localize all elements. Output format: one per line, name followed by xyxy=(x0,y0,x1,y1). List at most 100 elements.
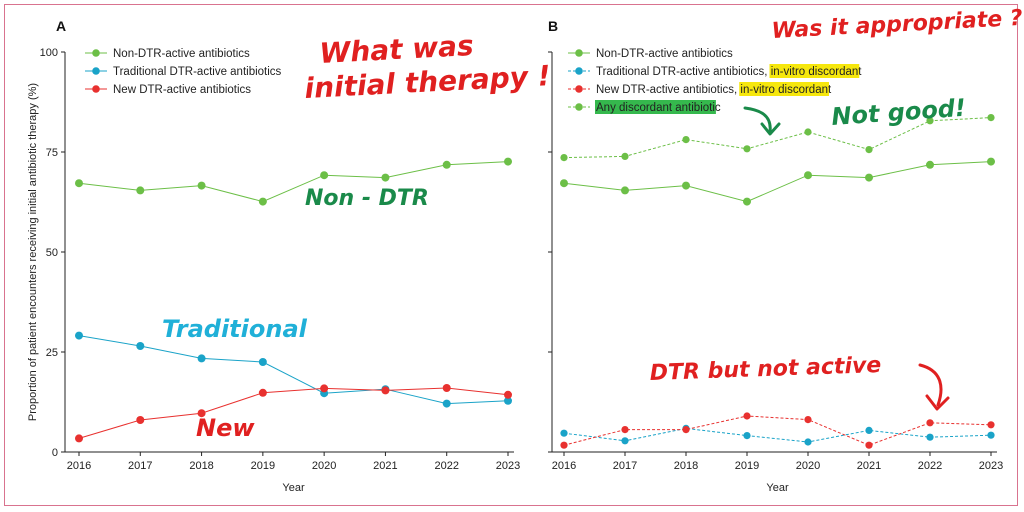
data-point-A-1 xyxy=(258,358,267,366)
data-point-B-3 xyxy=(621,426,629,434)
legend-marker xyxy=(575,49,583,57)
data-point-A-0 xyxy=(381,173,390,182)
data-point-A-2 xyxy=(258,388,267,397)
series-line-B-0 xyxy=(563,161,992,203)
y-axis-title: Proportion of patient encounters receivi… xyxy=(27,83,39,421)
data-point-B-1 xyxy=(743,145,751,153)
legend-label: Non-DTR-active antibiotics xyxy=(596,48,733,60)
data-point-A-0 xyxy=(320,171,329,180)
figure-frame xyxy=(4,4,1018,506)
x-tick-label: 2019 xyxy=(251,460,275,472)
data-point-A-0 xyxy=(136,186,145,195)
data-point-B-0 xyxy=(926,160,934,169)
data-point-A-1 xyxy=(504,396,512,405)
data-point-B-2 xyxy=(987,431,995,439)
data-point-B-0 xyxy=(987,157,995,166)
data-point-B-1 xyxy=(804,128,812,136)
y-tick-label: 100 xyxy=(40,47,58,59)
legend-marker xyxy=(575,67,583,75)
x-tick-label: 2016 xyxy=(67,460,91,472)
data-point-A-2 xyxy=(75,434,83,443)
handwritten-arrowhead-red xyxy=(925,394,950,411)
handwritten-question-line1: What was xyxy=(319,29,475,70)
legend-label: Any discordant antibiotic xyxy=(596,102,721,114)
panel-label-A: A xyxy=(56,18,66,34)
data-point-A-0 xyxy=(504,157,512,166)
data-point-B-3 xyxy=(865,441,873,449)
series-line-B-3 xyxy=(563,415,992,446)
handwritten-arrow-red xyxy=(918,363,943,407)
data-point-A-2 xyxy=(197,409,206,418)
y-tick-label: 50 xyxy=(46,247,58,259)
data-point-B-3 xyxy=(560,441,568,449)
series-line-A-2 xyxy=(78,387,509,439)
x-tick-label: 2020 xyxy=(312,460,336,472)
legend-highlight-text: in-vitro discordan xyxy=(737,84,828,96)
handwritten-new: New xyxy=(196,414,255,442)
legend-label: Traditional DTR-active antibiotics xyxy=(113,66,282,78)
x-tick-label: 2022 xyxy=(434,460,458,472)
legend-label: Traditional DTR-active antibiotics, in-v… xyxy=(596,66,862,78)
legend-highlight-text: in-vitro discordan xyxy=(768,66,859,78)
data-point-A-2 xyxy=(504,390,512,399)
x-tick-label: 2021 xyxy=(857,460,881,472)
data-point-B-1 xyxy=(560,154,568,162)
x-tick-label: 2019 xyxy=(735,460,759,472)
y-tick-label: 25 xyxy=(46,347,58,359)
data-point-A-1 xyxy=(75,331,83,340)
series-line-A-1 xyxy=(78,335,509,405)
data-point-B-1 xyxy=(865,146,873,154)
data-point-B-0 xyxy=(804,171,812,180)
series-line-A-0 xyxy=(78,161,509,203)
x-tick-label: 2016 xyxy=(552,460,576,472)
data-point-B-2 xyxy=(926,433,934,441)
handwritten-dtr-not-active: DTR but not active xyxy=(649,353,881,386)
data-point-A-2 xyxy=(136,416,145,424)
legend-marker xyxy=(92,85,100,93)
panel-label-B: B xyxy=(548,18,558,34)
data-point-B-3 xyxy=(804,416,812,424)
legend-marker xyxy=(92,67,100,75)
data-point-B-0 xyxy=(560,179,568,188)
x-tick-label: 2018 xyxy=(674,460,698,472)
data-point-B-1 xyxy=(621,152,629,160)
data-point-A-0 xyxy=(75,179,83,188)
data-point-B-1 xyxy=(926,117,934,125)
data-point-B-0 xyxy=(865,173,873,182)
data-point-A-2 xyxy=(442,384,451,392)
data-point-A-2 xyxy=(381,386,390,395)
legend-marker xyxy=(575,103,583,111)
data-point-B-2 xyxy=(865,426,873,434)
x-tick-label: 2017 xyxy=(128,460,152,472)
data-point-B-1 xyxy=(682,136,690,144)
data-point-B-3 xyxy=(926,419,934,427)
legend-label: New DTR-active antibiotics xyxy=(113,84,251,96)
data-point-A-0 xyxy=(258,197,267,206)
x-tick-label: 2021 xyxy=(373,460,397,472)
data-point-B-3 xyxy=(743,412,751,420)
x-tick-label: 2017 xyxy=(613,460,637,472)
x-tick-label: 2022 xyxy=(918,460,942,472)
data-point-B-2 xyxy=(743,432,751,440)
handwritten-non-dtr: Non - DTR xyxy=(305,186,429,211)
legend-marker xyxy=(575,85,583,93)
data-point-B-2 xyxy=(804,438,812,446)
y-tick-label: 75 xyxy=(46,147,58,159)
data-point-B-3 xyxy=(987,421,995,429)
handwritten-appropriate: Was it appropriate ? xyxy=(771,6,1023,44)
x-axis-title-B: Year xyxy=(766,482,789,494)
series-line-B-2 xyxy=(563,427,992,443)
handwritten-not-good: Not good! xyxy=(830,94,966,131)
data-point-A-1 xyxy=(136,342,145,350)
highlighter-mark xyxy=(595,100,716,114)
data-point-A-1 xyxy=(197,354,206,363)
x-tick-label: 2018 xyxy=(189,460,213,472)
legend-highlight-text: Any discordant antibioti xyxy=(596,102,715,114)
handwritten-arrowhead-green xyxy=(760,122,781,136)
handwritten-traditional: Traditional xyxy=(162,315,308,343)
x-tick-label: 2020 xyxy=(796,460,820,472)
data-point-B-1 xyxy=(987,114,995,122)
x-tick-label: 2023 xyxy=(979,460,1003,472)
data-point-B-0 xyxy=(621,186,629,195)
